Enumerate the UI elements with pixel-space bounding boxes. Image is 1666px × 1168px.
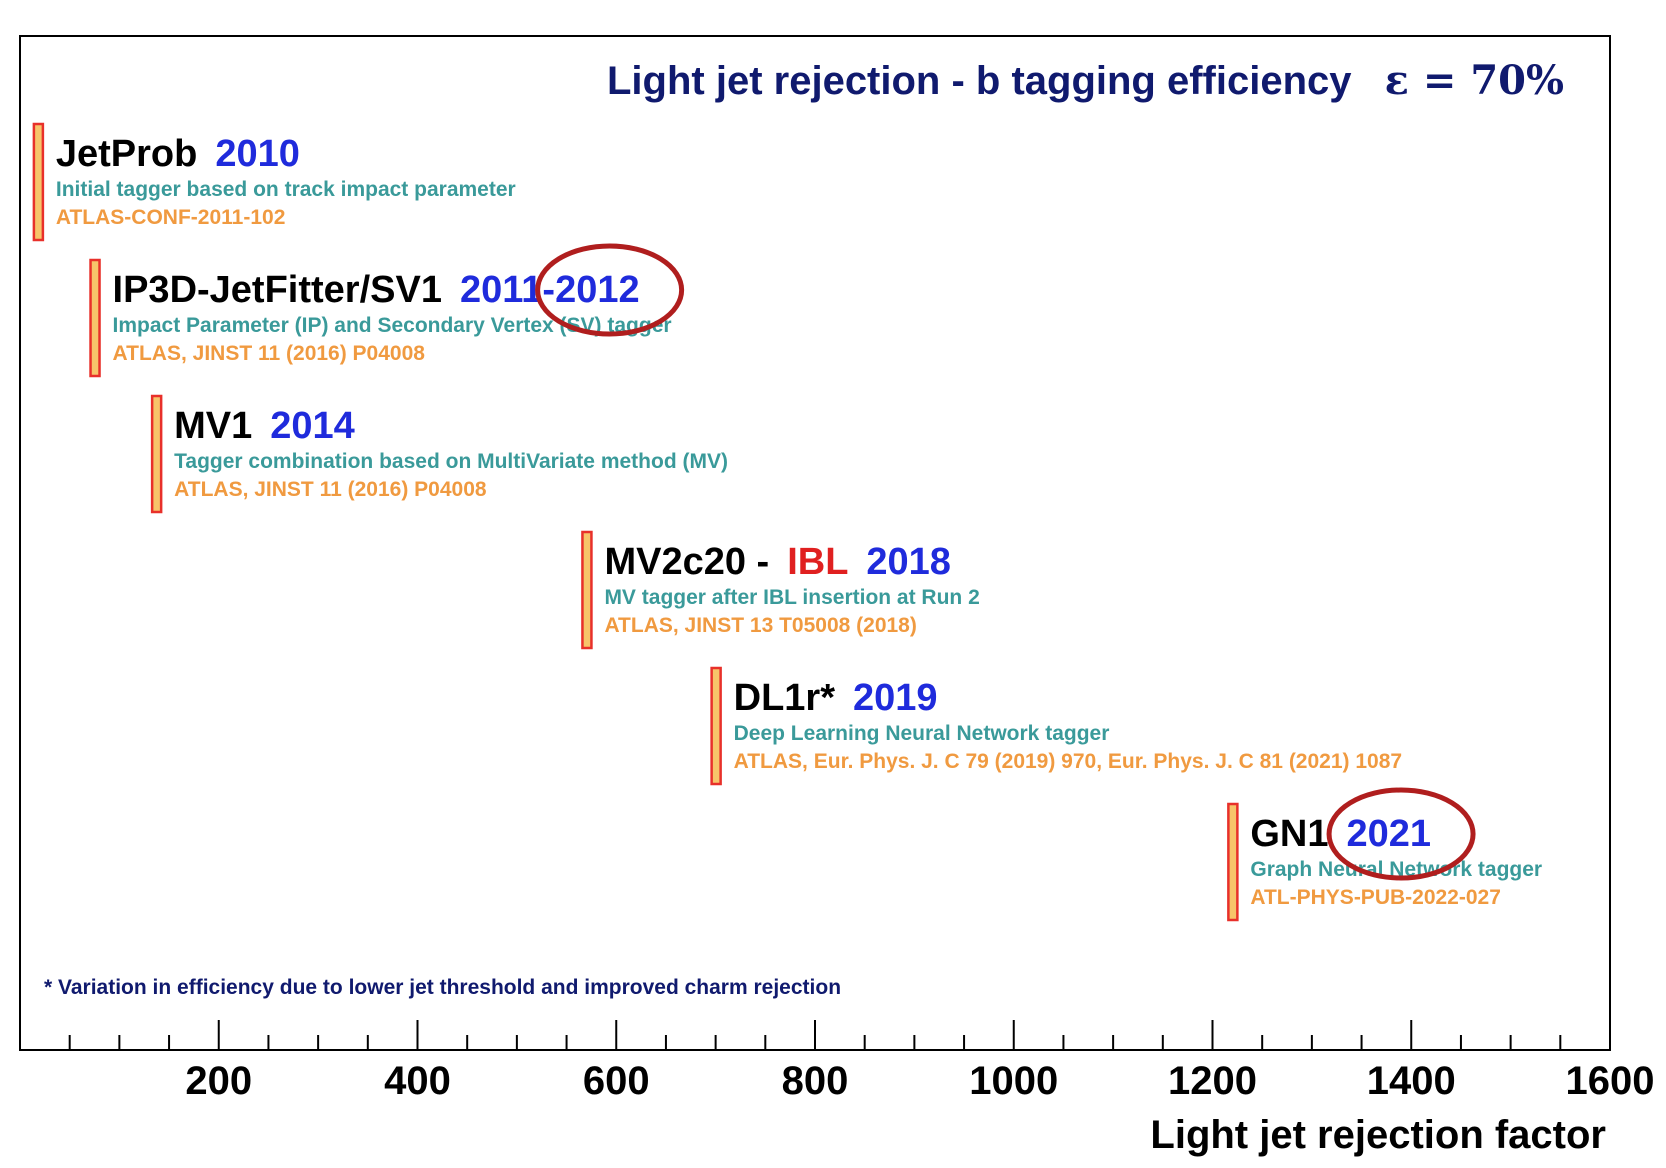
entry-description: Tagger combination based on MultiVariate… <box>174 450 728 473</box>
entry-name: IP3D-JetFitter/SV1 <box>113 269 442 311</box>
entry-description: Deep Learning Neural Network tagger <box>734 722 1110 745</box>
entry-description: MV tagger after IBL insertion at Run 2 <box>604 586 979 609</box>
x-tick-label: 400 <box>384 1059 451 1103</box>
entry-heading: GN1 2021 <box>1250 813 1431 855</box>
entry-heading: MV2c20 - IBL 2018 <box>604 541 951 583</box>
chart-title-main: Light jet rejection - b tagging efficien… <box>607 59 1352 103</box>
x-tick-label: 200 <box>185 1059 252 1103</box>
entry-year: 2011-2012 <box>460 269 640 311</box>
x-tick-label: 800 <box>782 1059 849 1103</box>
entry-description: Graph Neural Network tagger <box>1250 858 1542 881</box>
entry-name: GN1 <box>1250 813 1328 855</box>
entry-year: 2019 <box>853 677 938 719</box>
x-tick-label: 1000 <box>969 1059 1058 1103</box>
timeline-entry: IP3D-JetFitter/SV1 2011-2012 Impact Parame… <box>89 243 685 378</box>
entry-reference: ATLAS, Eur. Phys. J. C 79 (2019) 970, Eu… <box>734 750 1402 773</box>
entry-heading: IP3D-JetFitter/SV1 2011-2012 <box>113 269 640 311</box>
entry-reference: ATLAS, JINST 13 T05008 (2018) <box>604 614 916 637</box>
x-axis-ticks: 200 400 600 800 1000 1200 1400 1600 <box>68 1020 1655 1103</box>
entry-description: Initial tagger based on track impact par… <box>56 178 516 201</box>
timeline-entry: MV1 2014 Tagger combination based on Multi… <box>150 394 728 514</box>
timeline-entry: JetProb 2010 Initial tagger based on track… <box>32 122 516 242</box>
entry-heading: MV1 2014 <box>174 405 355 447</box>
highlight-circle <box>1326 787 1476 881</box>
timeline-entry: MV2c20 - IBL 2018 MV tagger after IBL inser… <box>581 530 980 650</box>
entry-reference: ATLAS, JINST 11 (2016) P04008 <box>113 342 426 365</box>
x-tick-label: 1200 <box>1168 1059 1257 1103</box>
entry-name: DL1r* <box>734 677 836 719</box>
entry-reference: ATLAS-CONF-2011-102 <box>56 206 286 229</box>
footnote: * Variation in efficiency due to lower j… <box>44 976 841 999</box>
entry-reference: ATL-PHYS-PUB-2022-027 <box>1250 886 1501 909</box>
entry-year: 2010 <box>215 133 300 175</box>
entry-heading: JetProb 2010 <box>56 133 300 175</box>
entry-name: MV1 <box>174 405 252 447</box>
timeline-entry: GN1 2021 Graph Neural Network tagger ATL-PH… <box>1227 787 1542 922</box>
entry-marker <box>581 530 593 650</box>
x-tick-label: 600 <box>583 1059 650 1103</box>
x-tick-label: 1400 <box>1367 1059 1456 1103</box>
entry-marker <box>150 394 163 514</box>
entry-marker <box>89 258 101 378</box>
entry-description: Impact Parameter (IP) and Secondary Vert… <box>113 314 672 337</box>
entry-marker <box>1227 802 1239 922</box>
chart-title: Light jet rejection - b tagging efficien… <box>607 57 1564 104</box>
entry-year: 2021 <box>1347 813 1432 855</box>
x-axis-title: Light jet rejection factor <box>1150 1113 1606 1157</box>
entry-year: 2014 <box>270 405 355 447</box>
entries-layer: JetProb 2010 Initial tagger based on track… <box>32 122 1542 922</box>
entry-extra-label: IBL <box>787 541 848 583</box>
x-tick-label: 1600 <box>1566 1059 1655 1103</box>
entry-marker <box>32 122 45 242</box>
entry-marker <box>710 666 722 786</box>
highlight-circle <box>535 243 685 337</box>
entry-reference: ATLAS, JINST 11 (2016) P04008 <box>174 478 487 501</box>
entry-year: 2018 <box>866 541 951 583</box>
entry-heading: DL1r* 2019 <box>734 677 938 719</box>
chart-title-epsilon: ε = 70% <box>1385 57 1564 104</box>
timeline-entry: DL1r* 2019 Deep Learning Neural Network ta… <box>710 666 1402 786</box>
entry-name: JetProb <box>56 133 197 175</box>
entry-name: MV2c20 - <box>604 541 769 583</box>
